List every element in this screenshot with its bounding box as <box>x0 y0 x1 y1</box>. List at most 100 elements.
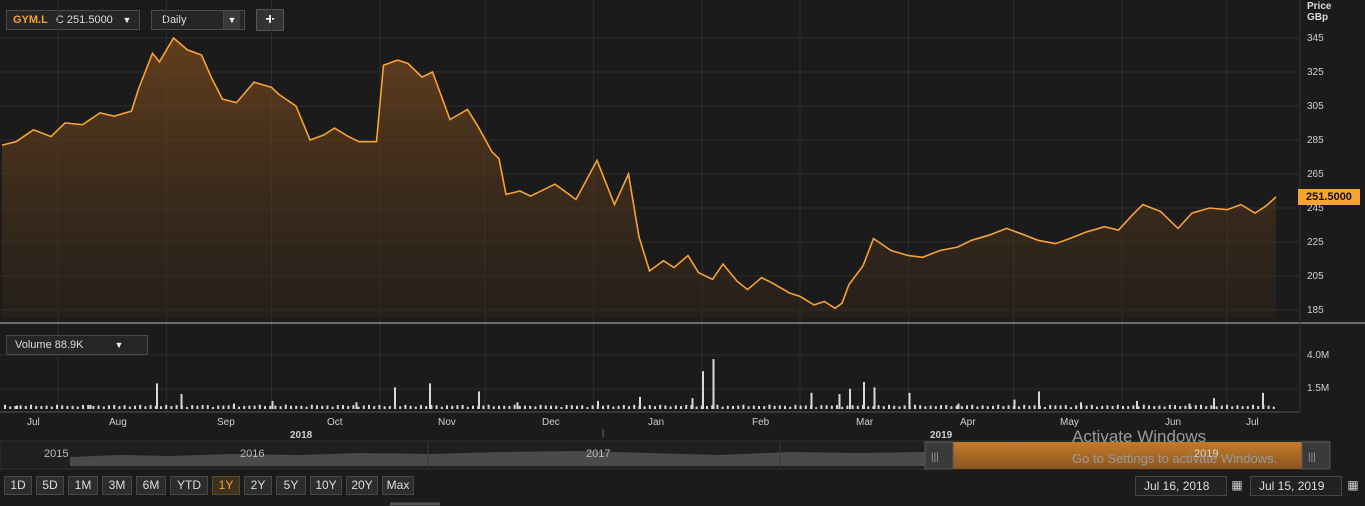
volume-bar <box>316 405 318 409</box>
volume-bar <box>284 404 287 409</box>
volume-bar <box>1085 405 1088 409</box>
volume-bar <box>45 405 48 409</box>
symbol-dropdown[interactable]: GYM.L C 251.5000 ▼ <box>6 10 140 30</box>
volume-bar <box>16 405 18 409</box>
range-button-1d[interactable]: 1D <box>4 476 32 495</box>
volume-bar <box>269 405 272 409</box>
volume-bar <box>945 405 948 409</box>
volume-bar <box>414 406 417 409</box>
volume-bar <box>24 406 27 409</box>
volume-bar <box>706 406 708 409</box>
price-axis-title-line2: GBp <box>1307 12 1329 23</box>
grip-icon: ||| <box>1308 452 1316 463</box>
volume-bar <box>690 405 693 409</box>
volume-bar <box>175 405 178 409</box>
navigator-left-handle[interactable] <box>924 441 954 470</box>
volume-bar <box>321 405 324 409</box>
volume-bar <box>352 405 355 409</box>
volume-bar <box>940 405 942 409</box>
range-button-1m[interactable]: 1M <box>68 476 98 495</box>
price-tick: 285 <box>1307 135 1324 146</box>
range-button-2y[interactable]: 2Y <box>244 476 272 495</box>
month-label: Nov <box>438 417 456 428</box>
range-button-20y[interactable]: 20Y <box>346 476 378 495</box>
volume-bar <box>399 406 402 409</box>
volume-bar <box>347 405 350 409</box>
volume-bar <box>1188 403 1191 409</box>
volume-bar <box>383 406 386 409</box>
volume-bar <box>758 406 760 409</box>
volume-bar <box>1246 406 1249 409</box>
last-price-badge: 251.5000 <box>1298 189 1360 205</box>
volume-bar <box>1163 406 1166 409</box>
volume-bar <box>102 406 105 409</box>
close-prefix: C <box>55 14 64 26</box>
volume-tick: 1.5M <box>1307 383 1330 394</box>
volume-bar <box>388 406 391 409</box>
volume-bar <box>508 405 511 409</box>
range-button-3m[interactable]: 3M <box>102 476 132 495</box>
volume-dropdown[interactable]: Volume 88.9K ▼ <box>6 335 148 355</box>
calendar-icon[interactable]: ▦ <box>1347 478 1359 492</box>
volume-bar <box>716 404 719 409</box>
volume-bar <box>893 405 896 409</box>
volume-bar <box>1038 391 1040 409</box>
start-date-field[interactable]: Jul 16, 2018 <box>1135 476 1227 496</box>
volume-bar <box>841 406 844 409</box>
volume-bar <box>986 406 989 409</box>
volume-bar <box>430 405 433 409</box>
volume-bar <box>165 404 168 409</box>
volume-bar <box>872 406 875 409</box>
volume-bar <box>92 406 95 409</box>
interval-dropdown[interactable]: Daily ▼ <box>151 10 245 30</box>
calendar-icon[interactable]: ▦ <box>1231 478 1243 492</box>
price-tick: 345 <box>1307 33 1324 44</box>
volume-bar <box>212 407 214 409</box>
volume-bar <box>1132 405 1135 409</box>
navigator-selection[interactable] <box>953 442 1303 469</box>
chevron-down-icon: ▼ <box>114 340 124 350</box>
range-button-1y[interactable]: 1Y <box>212 476 240 495</box>
navigator-right-handle[interactable] <box>1301 441 1331 470</box>
volume-bar <box>274 405 277 409</box>
range-button-6m[interactable]: 6M <box>136 476 166 495</box>
volume-label: Volume 88.9K <box>15 339 84 351</box>
volume-bar <box>1111 405 1114 409</box>
volume-bar <box>570 405 573 409</box>
volume-bar <box>429 383 431 409</box>
volume-bar <box>700 405 703 409</box>
range-button-ytd[interactable]: YTD <box>170 476 208 495</box>
range-button-10y[interactable]: 10Y <box>310 476 342 495</box>
volume-bar <box>409 405 412 409</box>
volume-bar <box>482 405 485 409</box>
volume-bar <box>14 406 17 409</box>
volume-bar <box>726 405 729 409</box>
add-indicator-button[interactable]: + <box>256 9 284 31</box>
volume-bar <box>1070 407 1072 409</box>
range-button-max[interactable]: Max <box>382 476 414 495</box>
volume-bar <box>742 404 745 409</box>
volume-bar <box>1200 404 1202 409</box>
volume-bar <box>680 406 682 409</box>
range-button-5y[interactable]: 5Y <box>276 476 306 495</box>
volume-bar <box>201 405 204 409</box>
volume-bar <box>851 405 854 409</box>
volume-bar <box>539 404 542 409</box>
volume-bar <box>19 405 22 409</box>
volume-bar <box>206 405 209 409</box>
volume-bar <box>903 405 906 409</box>
volume-bar <box>513 404 516 409</box>
end-date-field[interactable]: Jul 15, 2019 <box>1250 476 1342 496</box>
volume-bar <box>747 406 750 409</box>
range-button-5d[interactable]: 5D <box>36 476 64 495</box>
volume-bar <box>971 404 974 409</box>
volume-bar <box>607 405 610 409</box>
volume-bar <box>425 406 428 409</box>
volume-bar <box>186 406 188 409</box>
chevron-down-icon: ▼ <box>122 15 132 25</box>
volume-bar <box>654 406 656 409</box>
volume-bar <box>950 406 953 409</box>
month-label: Dec <box>542 417 560 428</box>
volume-bar <box>838 394 841 409</box>
